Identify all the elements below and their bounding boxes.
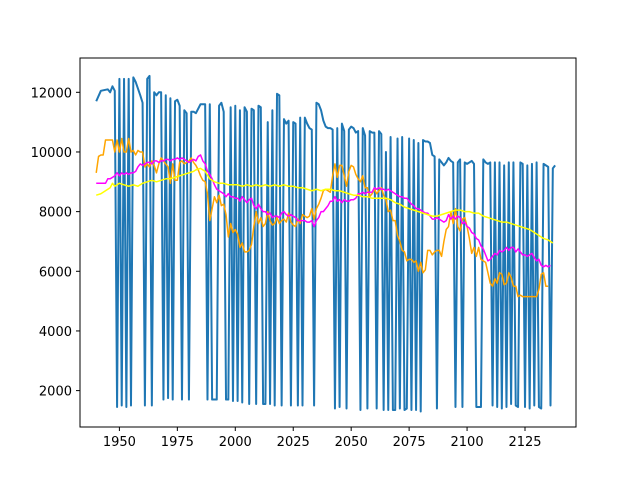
x-tick-label: 2075 <box>393 435 426 450</box>
series-line-1 <box>95 74 556 413</box>
x-axis: 1950 1975 2000 2025 2050 2075 2100 2125 <box>103 427 542 450</box>
y-tick-label: 10000 <box>31 146 72 161</box>
series-layer <box>95 74 556 413</box>
y-axis: 2000 4000 6000 8000 10000 12000 <box>31 86 80 400</box>
series-line-4 <box>95 167 554 244</box>
x-tick-label: 2025 <box>277 435 310 450</box>
y-tick-label: 2000 <box>39 385 72 400</box>
x-tick-label: 1950 <box>103 435 136 450</box>
y-tick-label: 4000 <box>39 325 72 340</box>
x-tick-label: 1975 <box>161 435 194 450</box>
x-tick-label: 2050 <box>335 435 368 450</box>
x-tick-label: 2000 <box>219 435 252 450</box>
series-line-3 <box>96 154 551 268</box>
y-tick-label: 12000 <box>31 86 72 101</box>
x-tick-label: 2100 <box>451 435 484 450</box>
series-line-2 <box>95 137 549 298</box>
y-tick-label: 6000 <box>39 265 72 280</box>
plot-frame <box>79 57 577 428</box>
y-tick-label: 8000 <box>39 206 72 221</box>
x-tick-label: 2125 <box>508 435 541 450</box>
